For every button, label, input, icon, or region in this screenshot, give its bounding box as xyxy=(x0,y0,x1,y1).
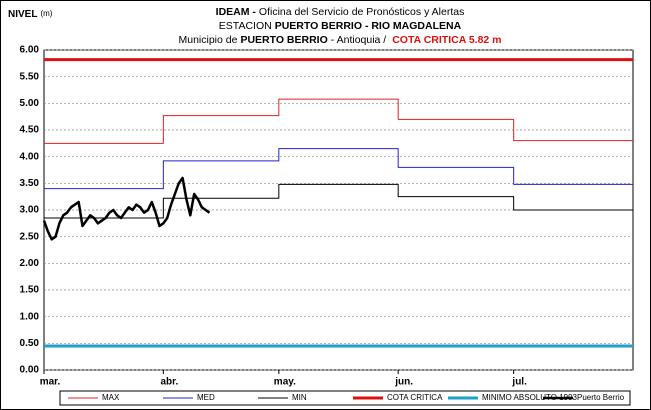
y-tick-label: 2.50 xyxy=(20,231,40,242)
legend-label: MAX xyxy=(102,393,120,402)
y-tick-label: 6.00 xyxy=(20,45,40,56)
series-line xyxy=(44,98,633,144)
series-line xyxy=(44,183,633,219)
legend-label: MED xyxy=(197,393,215,402)
series-line xyxy=(44,148,633,190)
y-tick-label: 0.00 xyxy=(20,365,40,376)
title-line: ESTACION PUERTO BERRIO - RIO MAGDALENA xyxy=(219,20,462,32)
x-tick-label: jul. xyxy=(511,377,527,388)
legend-label: COTA CRITICA xyxy=(387,393,443,402)
x-tick-label: abr. xyxy=(160,377,178,388)
y-tick-label: 5.50 xyxy=(20,71,40,82)
legend xyxy=(59,390,631,406)
y-tick-label: 4.00 xyxy=(20,151,40,162)
y-axis-label: NIVEL (m) xyxy=(8,9,53,20)
y-tick-label: 3.00 xyxy=(20,205,40,216)
y-tick-label: 4.50 xyxy=(20,125,40,136)
series-line xyxy=(42,176,211,241)
y-tick-label: 5.00 xyxy=(20,98,40,109)
y-tick-label: 0.50 xyxy=(20,338,40,349)
y-tick-label: 1.00 xyxy=(20,311,40,322)
x-tick-label: jun. xyxy=(394,377,413,388)
y-tick-label: 1.50 xyxy=(20,285,40,296)
legend-label: Puerto Berrio xyxy=(577,393,625,402)
x-tick-label: may. xyxy=(274,377,296,388)
y-tick-label: 2.00 xyxy=(20,258,40,269)
x-tick-label: mar. xyxy=(40,377,61,388)
legend-label: MINIMO ABSOLUTO 1993 xyxy=(482,393,578,402)
title-line: Municipio de PUERTO BERRIO - Antioquia / CO… xyxy=(178,34,501,46)
legend-label: MIN xyxy=(292,393,307,402)
y-tick-label: 3.50 xyxy=(20,178,40,189)
title-line: IDEAM - Oficina del Servicio de Pronóstic… xyxy=(216,6,465,18)
